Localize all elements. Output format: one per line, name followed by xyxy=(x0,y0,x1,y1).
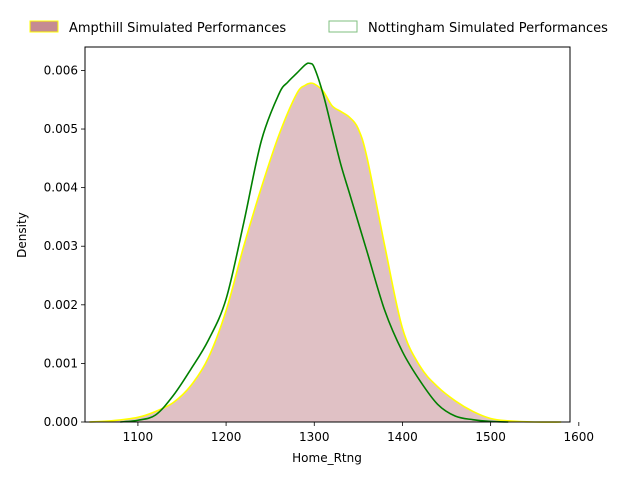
x-tick-label: 1300 xyxy=(299,430,330,444)
legend-swatch-ampthill xyxy=(29,20,59,33)
y-tick-label: 0.006 xyxy=(44,63,78,77)
plot-frame xyxy=(84,46,571,423)
y-axis-ticks: 0.000 0.001 0.002 0.003 0.004 0.005 0.006 xyxy=(44,63,85,429)
density-line-nottingham xyxy=(120,62,509,423)
y-tick-label: 0.004 xyxy=(44,181,78,195)
y-tick-label: 0.002 xyxy=(44,298,78,312)
x-tick-label: 1200 xyxy=(211,430,242,444)
x-tick-label: 1500 xyxy=(475,430,506,444)
legend-swatch-nottingham xyxy=(328,20,358,33)
legend-label-ampthill: Ampthill Simulated Performances xyxy=(69,21,286,36)
y-tick-label: 0.005 xyxy=(44,122,78,136)
x-tick-label: 1600 xyxy=(564,430,595,444)
y-axis-label: Density xyxy=(15,212,29,258)
density-line-ampthill xyxy=(89,82,562,423)
x-tick-label: 1400 xyxy=(387,430,418,444)
y-tick-label: 0.001 xyxy=(44,356,78,370)
x-axis-label: Home_Rtng xyxy=(292,451,362,465)
y-tick-label: 0.000 xyxy=(44,415,78,429)
legend: Ampthill Simulated Performances Nottingh… xyxy=(29,20,608,36)
density-area-ampthill xyxy=(89,83,562,423)
legend-label-nottingham: Nottingham Simulated Performances xyxy=(368,21,608,36)
plot-area xyxy=(89,62,562,423)
x-axis-ticks: 1100 1200 1300 1400 1500 1600 xyxy=(123,422,594,444)
y-tick-label: 0.003 xyxy=(44,239,78,253)
x-tick-label: 1100 xyxy=(123,430,154,444)
